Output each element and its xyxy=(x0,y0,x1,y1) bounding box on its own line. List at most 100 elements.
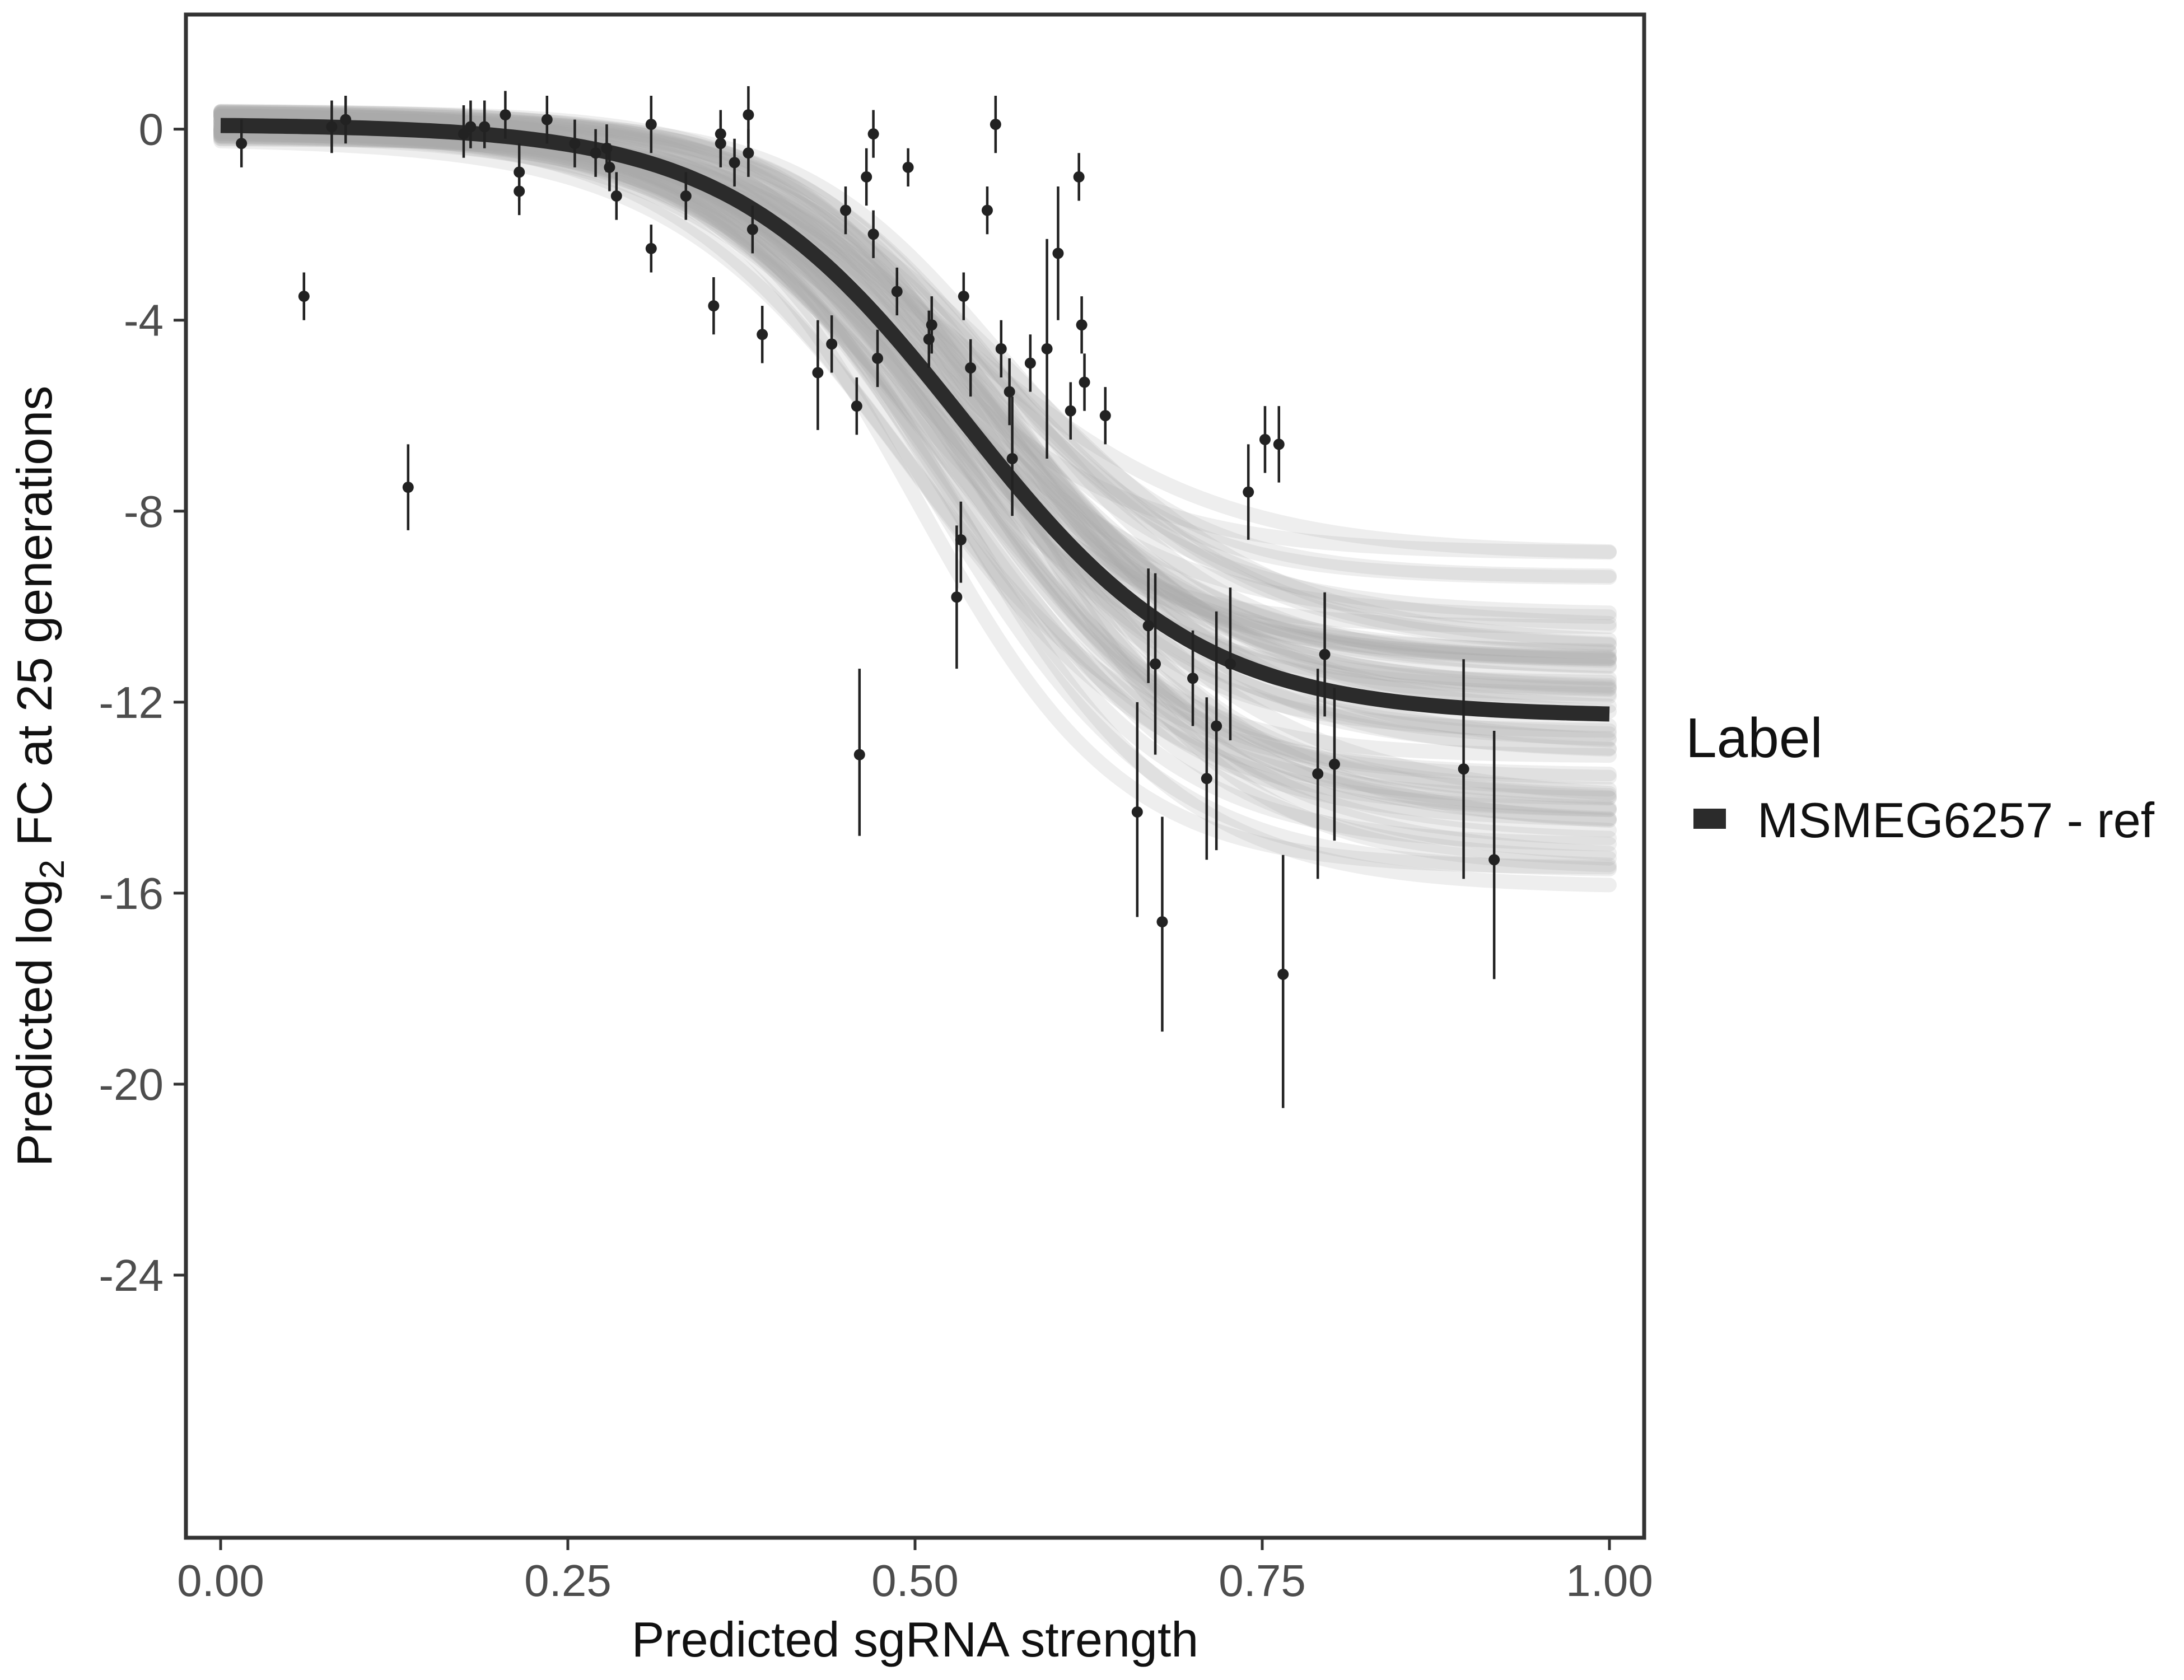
data-point xyxy=(514,167,525,216)
data-point xyxy=(1052,186,1064,320)
point-marker xyxy=(1156,916,1168,928)
data-point xyxy=(902,148,914,186)
y-axis-label-subscript: 2 xyxy=(33,860,72,879)
posterior-draw-line xyxy=(213,106,1617,665)
data-point xyxy=(1277,855,1289,1108)
point-marker xyxy=(590,147,601,159)
y-tick-label: -20 xyxy=(99,1060,164,1109)
point-marker xyxy=(867,228,879,240)
point-marker xyxy=(514,185,525,197)
posterior-draw-line xyxy=(213,113,1617,585)
posterior-draw-line xyxy=(213,128,1617,875)
posterior-draw-line xyxy=(213,126,1617,559)
point-marker xyxy=(1006,452,1018,464)
posterior-draw-line xyxy=(213,106,1617,666)
x-tick-label: 0.75 xyxy=(1219,1556,1306,1606)
posterior-draw-line xyxy=(213,132,1617,696)
posterior-draw-line xyxy=(213,133,1617,818)
point-marker xyxy=(743,109,754,121)
data-points xyxy=(236,86,1500,1108)
data-point xyxy=(298,272,310,320)
x-axis: 0.00 0.25 0.50 0.75 1.00 xyxy=(177,1539,1653,1606)
point-marker xyxy=(1211,720,1222,732)
x-tick-label: 0.25 xyxy=(524,1556,612,1606)
point-marker xyxy=(851,400,862,412)
data-point xyxy=(757,306,768,363)
x-axis-label: Predicted sgRNA strength xyxy=(632,1612,1199,1667)
point-marker xyxy=(1024,357,1036,369)
posterior-draw-line xyxy=(213,131,1617,757)
data-point xyxy=(1273,406,1285,483)
point-marker xyxy=(990,119,1001,130)
panel-border xyxy=(184,12,1646,1540)
point-marker xyxy=(1150,658,1161,670)
data-point xyxy=(995,320,1007,378)
posterior-draw-line xyxy=(213,109,1617,797)
point-marker xyxy=(569,138,581,150)
y-axis: 0 -4 -8 -12 -16 -20 -24 xyxy=(99,105,184,1300)
point-marker xyxy=(958,291,969,302)
fit-curve-line xyxy=(220,118,1610,722)
posterior-draw-line xyxy=(213,108,1617,817)
data-point xyxy=(1099,387,1111,445)
point-marker xyxy=(1052,248,1064,259)
y-tick-label: 0 xyxy=(139,105,164,155)
data-point xyxy=(981,186,993,235)
posterior-draw-line xyxy=(213,106,1617,893)
posterior-draw-line xyxy=(213,113,1617,584)
point-marker xyxy=(1201,773,1212,785)
point-marker xyxy=(458,128,469,140)
point-marker xyxy=(981,204,993,216)
point-marker xyxy=(708,300,720,312)
data-point xyxy=(1259,406,1271,473)
point-marker xyxy=(340,114,352,125)
point-marker xyxy=(715,138,726,150)
point-marker xyxy=(757,329,768,340)
data-point xyxy=(1201,697,1212,860)
point-marker xyxy=(853,749,865,760)
data-point xyxy=(500,91,511,139)
data-point xyxy=(861,148,872,206)
data-point xyxy=(955,501,967,583)
posterior-draw-line xyxy=(213,127,1617,664)
data-point xyxy=(610,172,622,220)
point-marker xyxy=(729,157,740,169)
data-point xyxy=(1024,334,1036,392)
posterior-draw-line xyxy=(213,109,1617,668)
data-point xyxy=(840,186,851,235)
y-tick-label: -16 xyxy=(99,869,164,918)
x-tick-label: 1.00 xyxy=(1566,1556,1653,1606)
legend-key-msmeg6257-ref xyxy=(1693,809,1726,829)
data-point xyxy=(1004,358,1015,426)
point-marker xyxy=(500,109,511,121)
y-axis-label-part-1: Predicted log xyxy=(7,879,62,1167)
posterior-draw-line xyxy=(213,129,1617,756)
point-marker xyxy=(1187,673,1198,684)
y-axis-label: Predicted log2 FC at 25 generations xyxy=(7,386,72,1166)
point-marker xyxy=(1079,376,1090,388)
point-marker xyxy=(995,343,1007,354)
data-point xyxy=(569,119,581,167)
data-point xyxy=(867,210,879,258)
posterior-draw-line xyxy=(213,104,1617,651)
x-tick-label: 0.50 xyxy=(871,1556,959,1606)
point-marker xyxy=(955,534,967,545)
data-point xyxy=(1041,239,1053,459)
y-tick-label: -4 xyxy=(124,296,164,346)
point-marker xyxy=(867,128,879,140)
data-point xyxy=(715,119,726,167)
data-point xyxy=(340,95,352,144)
data-point xyxy=(402,444,414,530)
point-marker xyxy=(891,286,903,297)
point-marker xyxy=(812,367,824,379)
data-point xyxy=(965,339,977,397)
data-point xyxy=(479,100,491,148)
data-point xyxy=(1319,592,1331,717)
data-point xyxy=(645,95,657,153)
point-marker xyxy=(604,161,615,173)
point-marker xyxy=(1224,658,1236,670)
posterior-draw-line xyxy=(213,130,1617,693)
data-point xyxy=(1458,659,1469,879)
data-point xyxy=(743,129,754,177)
legend: Label MSMEG6257 - ref xyxy=(1686,707,2155,848)
